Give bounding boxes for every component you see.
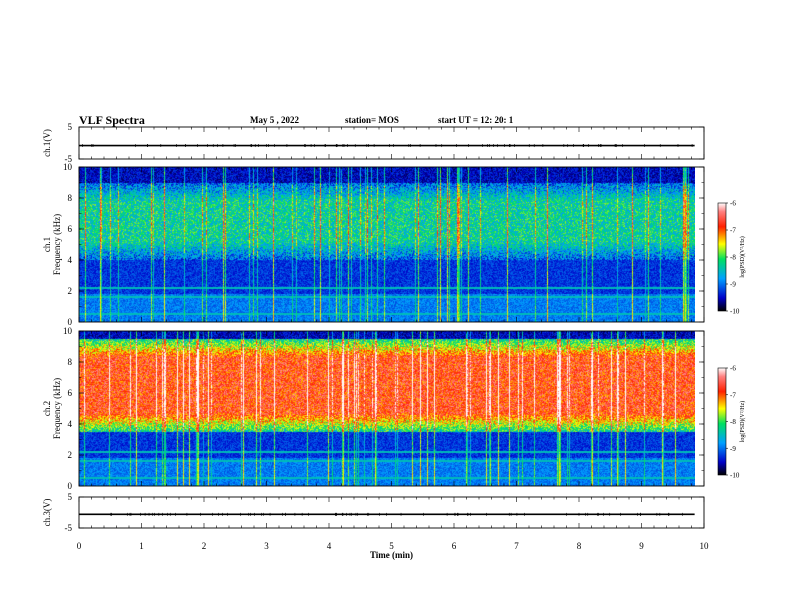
y-tick-label: 5 — [68, 492, 73, 502]
x-tick-label: 1 — [139, 541, 144, 551]
y-tick-label: 5 — [68, 122, 73, 132]
colorbar — [717, 202, 727, 312]
y-axis-label: ch.3(V) — [42, 499, 52, 527]
ch2-spectrogram-image — [79, 331, 695, 486]
colorbar-tick-label: -9 — [730, 281, 736, 289]
colorbar-label: log(PSD)(V²/Hz) — [739, 401, 746, 442]
y-tick-label: 0 — [68, 481, 73, 491]
y-tick-label: -5 — [65, 154, 73, 164]
y-tick-label: -5 — [65, 523, 73, 533]
y-tick-label: 2 — [68, 286, 73, 296]
x-tick-label: 4 — [327, 541, 332, 551]
y-axis-label-channel: ch.2 — [42, 401, 52, 416]
y-tick-label: 8 — [68, 357, 73, 367]
colorbar-tick-label: -10 — [730, 308, 740, 316]
colorbar-tick-label: -8 — [730, 254, 736, 262]
y-tick-label: 0 — [68, 317, 73, 327]
x-tick-label: 9 — [639, 541, 644, 551]
y-tick-label: 6 — [68, 224, 73, 234]
x-tick-label: 3 — [264, 541, 269, 551]
colorbar-tick-label: -8 — [730, 418, 736, 426]
x-tick-label: 6 — [452, 541, 457, 551]
y-tick-label: 2 — [68, 450, 73, 460]
colorbar-tick-label: -10 — [730, 472, 740, 480]
y-tick-label: 4 — [68, 419, 73, 429]
x-tick-label: 5 — [389, 541, 394, 551]
y-tick-label: 10 — [63, 162, 73, 172]
x-tick-label: 2 — [202, 541, 207, 551]
x-tick-label: 7 — [514, 541, 519, 551]
y-tick-label: 10 — [63, 326, 73, 336]
x-tick-label: 8 — [577, 541, 582, 551]
y-tick-label: 8 — [68, 193, 73, 203]
x-tick-label: 0 — [77, 541, 82, 551]
ch1-spectrogram-image — [79, 167, 695, 322]
y-axis-label: Frequency (kHz) — [52, 214, 62, 275]
station-label: station= MOS — [345, 115, 399, 125]
chart-title: VLF Spectra — [79, 113, 145, 127]
colorbar-tick-label: -7 — [730, 227, 736, 235]
y-axis-label: ch.1(V) — [42, 129, 52, 157]
y-axis-label: Frequency (kHz) — [52, 378, 62, 439]
x-axis-label: Time (min) — [370, 550, 413, 560]
date-label: May 5 , 2022 — [250, 115, 299, 125]
colorbar-tick-label: -7 — [730, 391, 736, 399]
colorbar-tick-label: -6 — [730, 365, 736, 373]
colorbar — [717, 367, 727, 476]
y-tick-label: 4 — [68, 255, 73, 265]
start-time-label: start UT = 12: 20: 1 — [438, 115, 514, 125]
y-tick-label: 6 — [68, 388, 73, 398]
colorbar-label: log(PSD)(V²/Hz) — [739, 236, 746, 277]
colorbar-tick-label: -9 — [730, 445, 736, 453]
y-axis-label-channel: ch.1 — [42, 237, 52, 252]
colorbar-tick-label: -6 — [730, 200, 736, 208]
x-tick-label: 10 — [700, 541, 710, 551]
